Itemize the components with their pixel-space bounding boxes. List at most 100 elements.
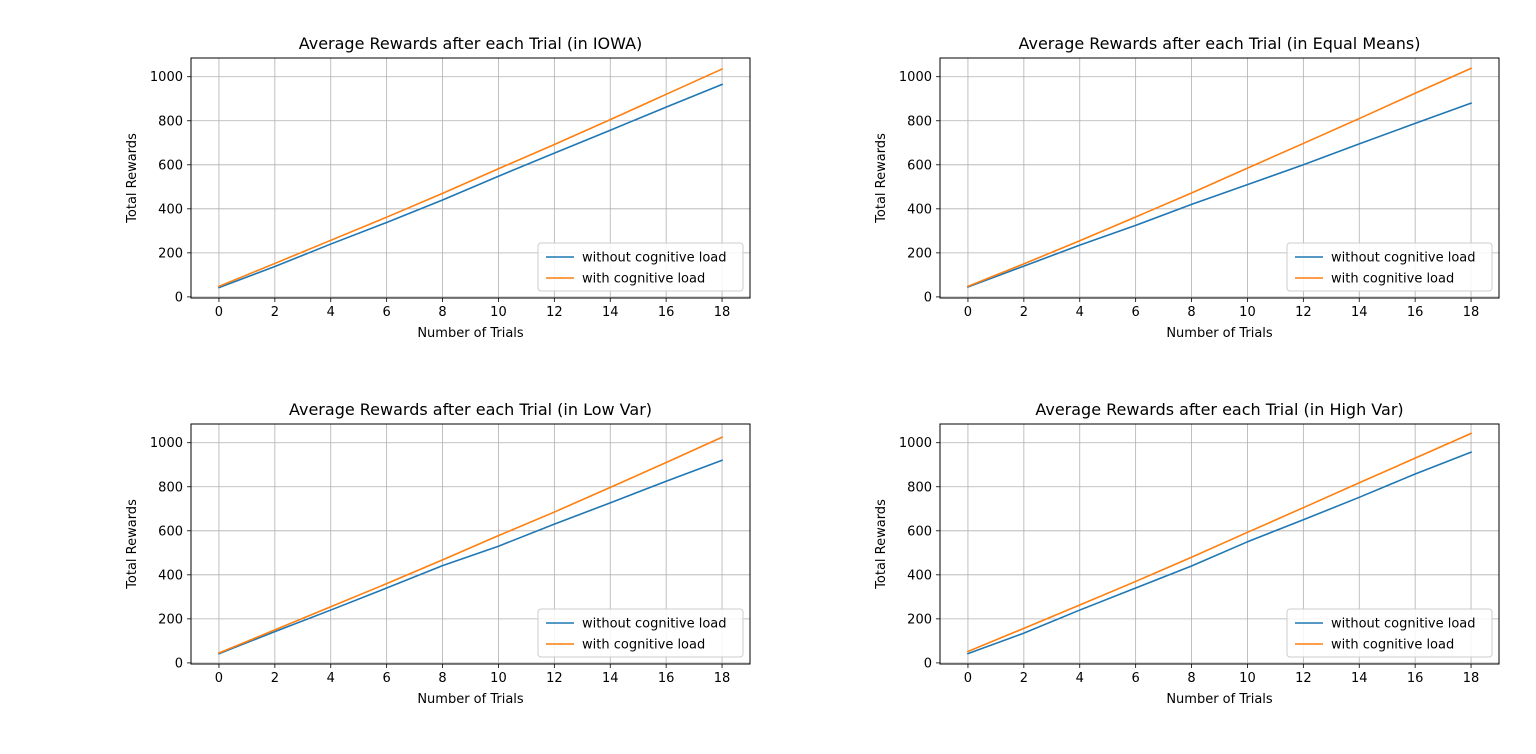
x-tick-label: 0 bbox=[215, 305, 223, 320]
series-line-with-load bbox=[966, 67, 1473, 288]
y-tick-label: 600 bbox=[907, 524, 932, 539]
legend-label: without cognitive load bbox=[582, 251, 727, 266]
x-tick-label: 14 bbox=[1351, 305, 1368, 320]
series-line-without-load bbox=[217, 83, 724, 289]
x-tick-label: 0 bbox=[964, 671, 972, 686]
y-tick-label: 200 bbox=[158, 612, 183, 627]
chart-title: Average Rewards after each Trial (in Equ… bbox=[1018, 34, 1420, 53]
y-tick-label: 400 bbox=[158, 202, 183, 217]
x-tick-label: 6 bbox=[1132, 305, 1140, 320]
y-tick-label: 400 bbox=[907, 568, 932, 583]
x-axis-label: Number of Trials bbox=[1166, 326, 1273, 341]
legend: without cognitive load with cognitive loa… bbox=[1286, 242, 1493, 292]
legend-label: with cognitive load bbox=[1331, 638, 1454, 653]
legend: without cognitive load with cognitive loa… bbox=[1286, 608, 1493, 658]
x-tick-label: 12 bbox=[1295, 671, 1312, 686]
series-line-without-load bbox=[966, 451, 1473, 655]
x-tick-label: 12 bbox=[546, 305, 563, 320]
chart-panel: 0 2 4 6 8 10 12 14 16 18 0 200 400 600 800 1000 Average … bbox=[125, 34, 751, 341]
x-tick-label: 2 bbox=[271, 671, 279, 686]
x-tick-label: 14 bbox=[602, 305, 619, 320]
y-tick-label: 0 bbox=[175, 656, 183, 671]
chart-panel: 0 2 4 6 8 10 12 14 16 18 0 200 400 600 800 1000 Average … bbox=[125, 400, 751, 707]
x-tick-label: 18 bbox=[1463, 671, 1480, 686]
y-tick-label: 0 bbox=[924, 656, 932, 671]
x-tick-label: 16 bbox=[658, 671, 675, 686]
x-tick-label: 14 bbox=[1351, 671, 1368, 686]
series-line-with-load bbox=[966, 432, 1473, 653]
x-tick-label: 8 bbox=[1187, 305, 1195, 320]
y-tick-label: 800 bbox=[158, 480, 183, 495]
x-tick-label: 16 bbox=[1407, 671, 1424, 686]
series-line-with-load bbox=[217, 436, 724, 655]
legend-label: without cognitive load bbox=[582, 617, 727, 632]
legend-box bbox=[537, 242, 744, 292]
y-axis-label: Total Rewards bbox=[125, 133, 140, 224]
x-tick-label: 8 bbox=[438, 305, 446, 320]
x-tick-label: 0 bbox=[215, 671, 223, 686]
x-tick-label: 10 bbox=[1239, 305, 1256, 320]
legend-box bbox=[537, 608, 744, 658]
chart-panel: 0 2 4 6 8 10 12 14 16 18 0 200 400 600 800 1000 Average … bbox=[874, 34, 1500, 341]
y-tick-label: 1000 bbox=[899, 70, 932, 85]
y-tick-label: 600 bbox=[907, 158, 932, 173]
x-tick-label: 10 bbox=[1239, 671, 1256, 686]
plot-frame bbox=[190, 423, 751, 665]
x-tick-label: 2 bbox=[271, 305, 279, 320]
y-tick-label: 400 bbox=[907, 202, 932, 217]
legend-label: with cognitive load bbox=[582, 638, 705, 653]
y-tick-label: 800 bbox=[158, 114, 183, 129]
x-tick-label: 4 bbox=[1076, 671, 1084, 686]
y-axis-label: Total Rewards bbox=[874, 499, 889, 590]
x-tick-label: 12 bbox=[546, 671, 563, 686]
x-tick-label: 18 bbox=[714, 671, 731, 686]
y-tick-label: 0 bbox=[175, 290, 183, 305]
y-axis-label: Total Rewards bbox=[874, 133, 889, 224]
x-axis-label: Number of Trials bbox=[1166, 692, 1273, 707]
legend-label: with cognitive load bbox=[582, 272, 705, 287]
plot-frame bbox=[190, 57, 751, 299]
x-tick-label: 18 bbox=[714, 305, 731, 320]
plot-frame bbox=[939, 57, 1500, 299]
y-tick-label: 600 bbox=[158, 524, 183, 539]
x-axis-label: Number of Trials bbox=[417, 326, 524, 341]
legend-box bbox=[1286, 608, 1493, 658]
x-tick-label: 4 bbox=[327, 305, 335, 320]
x-axis-label: Number of Trials bbox=[417, 692, 524, 707]
y-tick-label: 800 bbox=[907, 480, 932, 495]
series-line-without-load bbox=[966, 102, 1473, 289]
y-tick-label: 400 bbox=[158, 568, 183, 583]
x-tick-label: 2 bbox=[1020, 305, 1028, 320]
x-tick-label: 16 bbox=[1407, 305, 1424, 320]
y-tick-label: 1000 bbox=[150, 436, 183, 451]
x-tick-label: 14 bbox=[602, 671, 619, 686]
y-tick-label: 800 bbox=[907, 114, 932, 129]
legend: without cognitive load with cognitive loa… bbox=[537, 608, 744, 658]
chart-panel: 0 2 4 6 8 10 12 14 16 18 0 200 400 600 800 1000 Average … bbox=[874, 400, 1500, 707]
chart-title: Average Rewards after each Trial (in Hig… bbox=[1035, 400, 1403, 419]
y-tick-label: 1000 bbox=[150, 70, 183, 85]
chart-title: Average Rewards after each Trial (in Low… bbox=[289, 400, 652, 419]
x-tick-label: 2 bbox=[1020, 671, 1028, 686]
x-tick-label: 6 bbox=[383, 305, 391, 320]
x-tick-label: 6 bbox=[1132, 671, 1140, 686]
y-axis-label: Total Rewards bbox=[125, 499, 140, 590]
y-tick-label: 200 bbox=[907, 246, 932, 261]
x-tick-label: 4 bbox=[1076, 305, 1084, 320]
legend-box bbox=[1286, 242, 1493, 292]
x-tick-label: 0 bbox=[964, 305, 972, 320]
y-tick-label: 200 bbox=[907, 612, 932, 627]
legend-label: without cognitive load bbox=[1331, 617, 1476, 632]
legend-label: with cognitive load bbox=[1331, 272, 1454, 287]
x-tick-label: 8 bbox=[438, 671, 446, 686]
x-tick-label: 12 bbox=[1295, 305, 1312, 320]
legend-label: without cognitive load bbox=[1331, 251, 1476, 266]
x-tick-label: 18 bbox=[1463, 305, 1480, 320]
legend: without cognitive load with cognitive loa… bbox=[537, 242, 744, 292]
y-tick-label: 1000 bbox=[899, 436, 932, 451]
x-tick-label: 8 bbox=[1187, 671, 1195, 686]
y-tick-label: 200 bbox=[158, 246, 183, 261]
x-tick-label: 6 bbox=[383, 671, 391, 686]
